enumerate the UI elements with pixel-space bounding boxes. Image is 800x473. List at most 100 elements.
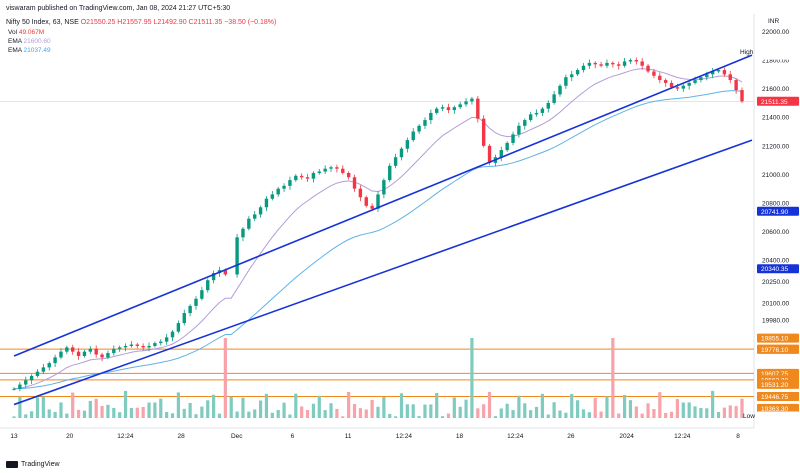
price-tag-label: 21511.35 (761, 99, 788, 106)
volume-bar (523, 403, 527, 418)
volume-bar (241, 397, 245, 418)
candle-body (634, 60, 639, 62)
volume-bar (458, 406, 462, 418)
volume-bar (740, 398, 744, 418)
candle-body (317, 171, 321, 173)
volume-bar (323, 410, 327, 418)
candle-body (323, 168, 327, 172)
price-tag-label: 19776.10 (761, 347, 788, 354)
symbol-name: Nifty 50 Index, 63, NSE (6, 19, 79, 26)
legend-ema-fast: EMA 21600.60 (8, 38, 51, 45)
volume-bar (511, 410, 515, 418)
volume-bar (493, 416, 498, 418)
candle-body (53, 357, 57, 364)
volume-bar (540, 393, 544, 418)
candle-body (487, 145, 492, 163)
candle-body (464, 101, 468, 105)
candle-body (170, 331, 175, 338)
volume-bar (382, 397, 386, 418)
candle-body (12, 388, 16, 390)
price-tag-label: 21834.35 (761, 53, 788, 60)
candle-body (599, 64, 603, 66)
candle-body (341, 168, 345, 173)
volume-bar (264, 393, 269, 418)
volume-bar (129, 408, 134, 418)
volume-bar (652, 408, 656, 418)
candle-body (710, 71, 715, 75)
candle-body (270, 194, 275, 199)
candle-body (393, 157, 398, 166)
candle-body (628, 60, 633, 62)
candle-body (505, 142, 509, 151)
volume-bar (71, 392, 75, 418)
candle-body (663, 80, 668, 83)
trend-channel-line (13, 139, 753, 406)
volume-bar (505, 403, 509, 418)
x-tick-label: Dec (231, 433, 243, 440)
publisher-line: viswaram published on TradingView.com, J… (6, 5, 231, 12)
volume-bar (282, 402, 286, 418)
candle-body (382, 180, 386, 195)
tradingview-brand[interactable]: TradingView (6, 461, 60, 468)
y-tick-label: 21200.00 (762, 143, 789, 150)
candle-body (364, 197, 368, 206)
candle-body (159, 341, 163, 344)
volume-bar (59, 402, 63, 418)
volume-bar (599, 411, 603, 418)
x-tick-label: 12:24 (674, 433, 691, 440)
candle-body (335, 167, 339, 169)
candle-body (123, 345, 128, 348)
volume-bar (223, 338, 227, 418)
price-tag-ema (757, 206, 799, 216)
candle-body (399, 148, 404, 158)
candle-body (528, 114, 533, 121)
volume-bar (611, 338, 615, 418)
candle-body (411, 131, 415, 141)
trend-channel-line (13, 54, 753, 357)
candle-body (164, 337, 169, 342)
legend-vol-value: 49.067M (18, 29, 45, 36)
candle-body (570, 74, 574, 78)
price-tag-level (757, 403, 799, 413)
volume-bar (452, 397, 456, 418)
volume-bar (581, 409, 586, 418)
y-tick-label: 22000.00 (762, 29, 789, 36)
x-tick-label: 13 (10, 433, 18, 440)
candle-body (481, 118, 486, 146)
candle-body (388, 165, 392, 181)
volume-bar (634, 406, 638, 418)
volume-bar (341, 416, 345, 418)
volume-bar (711, 390, 715, 418)
price-tag-last (757, 96, 799, 106)
candle-body (129, 344, 134, 346)
volume-bar (622, 395, 627, 418)
y-tick-label: 21600.00 (762, 86, 789, 93)
volume-bar (135, 407, 139, 418)
candle-body (517, 125, 521, 135)
candle-body (435, 108, 439, 113)
volume-bar (294, 393, 298, 418)
volume-bar (76, 409, 81, 418)
candle-body (24, 380, 28, 385)
volume-bar (435, 393, 439, 418)
x-tick-label: 12:24 (507, 433, 524, 440)
volume-bar (370, 399, 374, 418)
candle-body (640, 61, 644, 66)
x-tick-label: 8 (736, 433, 740, 440)
volume-bar (106, 404, 110, 418)
candle-body (82, 351, 87, 356)
volume-bar (728, 405, 732, 418)
y-tick-label: 20250.00 (762, 279, 789, 286)
candle-body (681, 85, 685, 89)
volume-bar (182, 408, 186, 418)
candle-body (722, 70, 727, 75)
candle-body (605, 62, 609, 66)
volume-bar (605, 396, 609, 418)
candle-body (311, 172, 316, 179)
candle-body (106, 353, 110, 358)
candle-body (675, 87, 680, 89)
volume-bar (12, 416, 16, 418)
volume-bar (482, 404, 486, 418)
candle-body (135, 344, 139, 346)
